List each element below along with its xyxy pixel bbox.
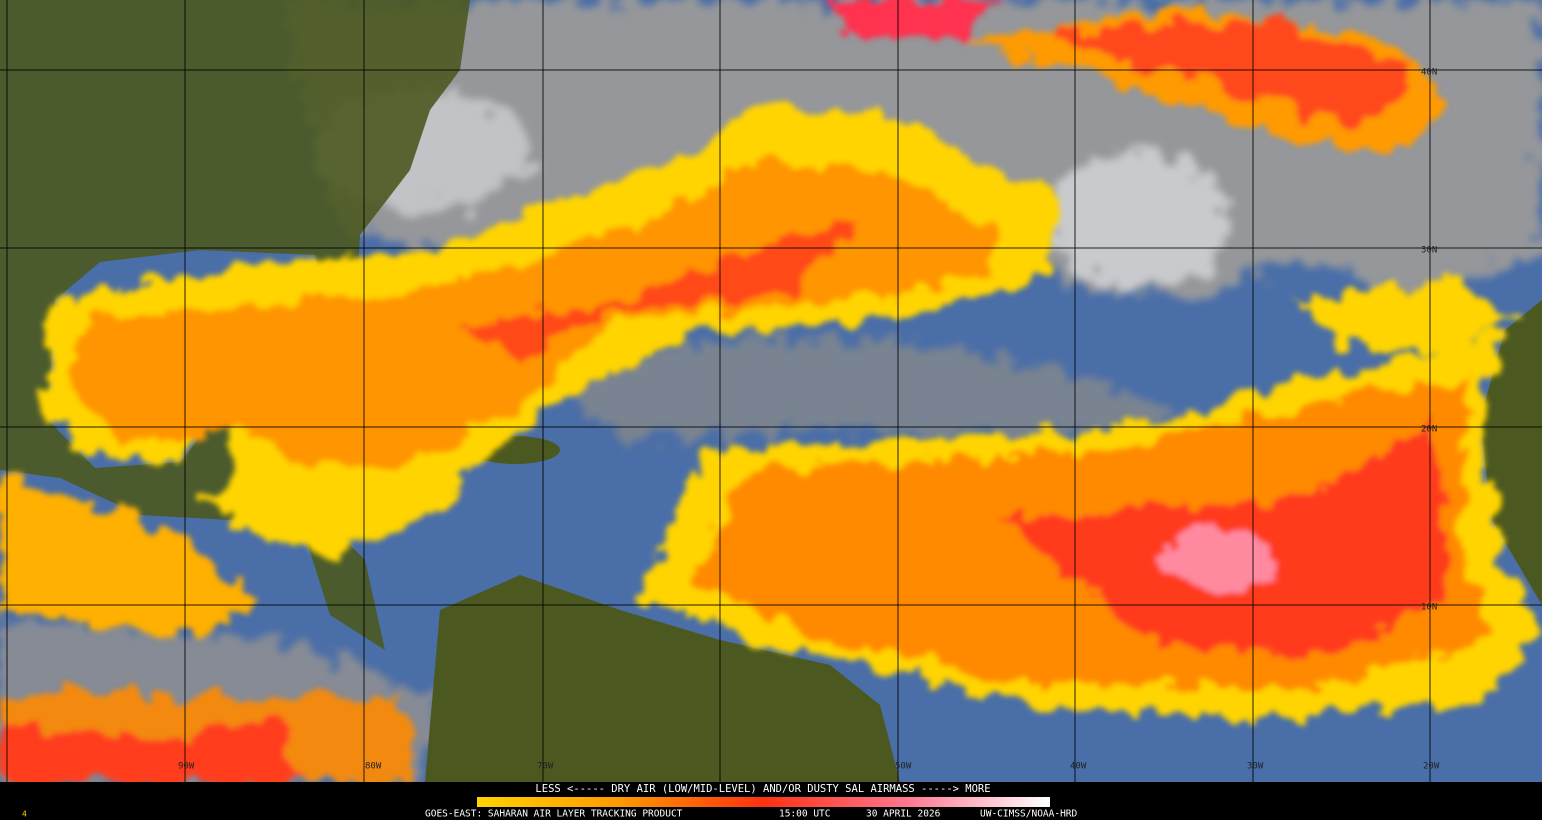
- product-name: GOES-EAST: SAHARAN AIR LAYER TRACKING PR…: [425, 809, 683, 820]
- lat-lon-grid: 40N 30N 20N 10N 90W 80W 70W 50W 40W 30W 20W: [0, 0, 1542, 782]
- latitude-label: 40N: [1421, 68, 1437, 78]
- legend-caption: LESS <----- DRY AIR (LOW/MID-LEVEL) AND/…: [535, 783, 990, 795]
- date: 30 APRIL 2026: [866, 809, 941, 820]
- longitude-label: 90W: [178, 762, 195, 772]
- longitude-label: 50W: [895, 762, 912, 772]
- latitude-label: 30N: [1421, 246, 1437, 256]
- credit: UW-CIMSS/NOAA-HRD: [980, 809, 1078, 820]
- longitude-label: 30W: [1247, 762, 1264, 772]
- map-imagery: 40N 30N 20N 10N 90W 80W 70W 50W 40W 30W 20W: [0, 0, 1542, 782]
- latitude-label: 20N: [1421, 425, 1437, 435]
- frame-number: 4: [22, 810, 27, 819]
- longitude-label: 20W: [1423, 762, 1440, 772]
- latitude-label: 10N: [1421, 603, 1437, 613]
- longitude-label: 40W: [1070, 762, 1087, 772]
- time: 15:00 UTC: [779, 809, 830, 820]
- longitude-label: 80W: [365, 762, 382, 772]
- color-scale: [477, 797, 1050, 807]
- legend-bar: LESS <----- DRY AIR (LOW/MID-LEVEL) AND/…: [0, 782, 1542, 820]
- longitude-label: 70W: [537, 762, 554, 772]
